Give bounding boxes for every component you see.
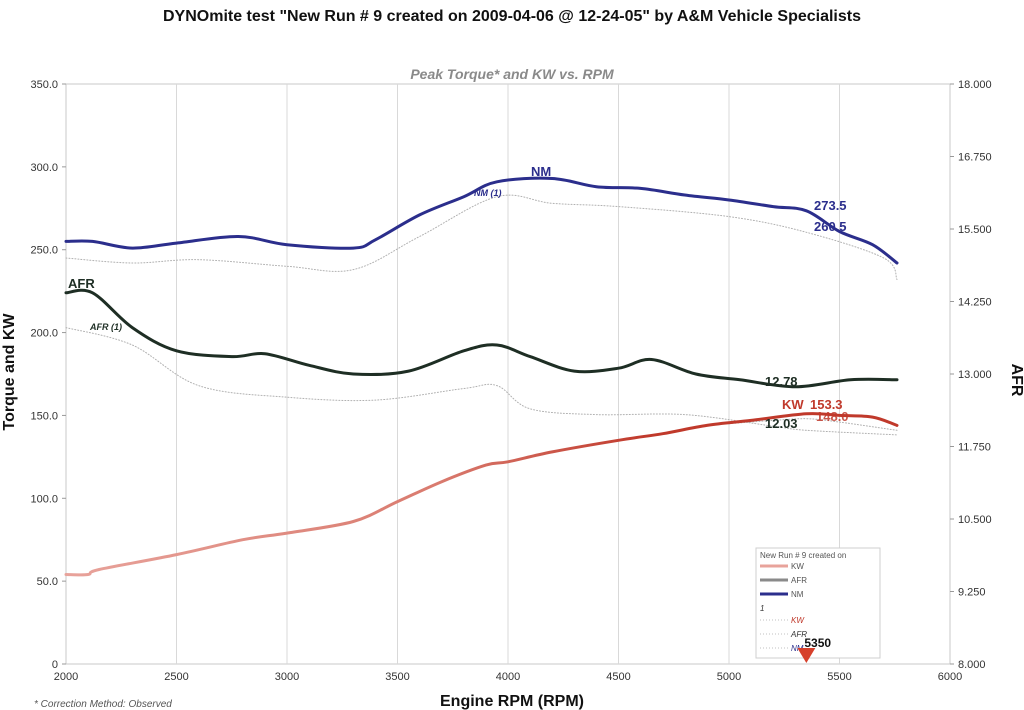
y2-tick-label: 8.000 [958, 659, 986, 671]
kw-value-label: 153.3 [810, 397, 843, 412]
x-tick-label: 3000 [275, 671, 299, 683]
y-tick-label: 50.0 [37, 576, 58, 588]
legend-afr1-label: AFR [790, 630, 807, 639]
x-tick-label: 5000 [717, 671, 741, 683]
series-layer [64, 176, 899, 577]
series-line-afr [64, 288, 899, 389]
x-tick-label: 5500 [827, 671, 851, 683]
rpm-marker-value: 5350 [804, 636, 831, 650]
correction-note: * Correction Method: Observed [34, 699, 172, 710]
nm1-value-label: 260.5 [814, 219, 847, 234]
y-tick-label: 150.0 [30, 410, 58, 422]
kw1-value-label: 148.0 [816, 409, 849, 424]
y2-axis-title: AFR [1008, 364, 1024, 397]
y-tick-label: 350.0 [30, 79, 58, 91]
y2-tick-label: 10.500 [958, 514, 992, 526]
series-line-kw [64, 412, 899, 577]
x-tick-label: 4500 [606, 671, 630, 683]
y2-axis-ticks: 8.000 9.250 10.500 11.750 13.000 14.250 15.500… [950, 79, 992, 671]
legend-afr-label: AFR [791, 576, 807, 585]
y2-tick-label: 16.750 [958, 152, 992, 164]
y2-tick-label: 18.000 [958, 79, 992, 91]
legend-group2-header: 1 [760, 604, 764, 613]
nm-value-label: 273.5 [814, 198, 847, 213]
legend: New Run # 9 created on KW AFR NM 1 KW AF… [755, 547, 881, 659]
y2-tick-label: 13.000 [958, 369, 992, 381]
x-tick-label: 4000 [496, 671, 520, 683]
x-tick-label: 2000 [54, 671, 78, 683]
y-tick-label: 0 [52, 659, 58, 671]
series-line-nm-1 [65, 194, 898, 280]
legend-header: New Run # 9 created on [760, 551, 846, 560]
rpm-marker-triangle[interactable] [797, 648, 816, 663]
x-tick-label: 2500 [164, 671, 188, 683]
series-line-afr-1 [65, 327, 898, 436]
y-tick-label: 200.0 [30, 328, 58, 340]
x-axis-title: Engine RPM (RPM) [440, 693, 584, 710]
y-tick-label: 300.0 [30, 162, 58, 174]
nm1-series-label: NM (1) [474, 188, 502, 198]
y-axis-ticks: 0 50.0 100.0 150.0 200.0 250.0 300.0 350.0 [30, 79, 66, 671]
series-line-nm [64, 176, 899, 265]
rpm-marker[interactable]: 5350 [797, 636, 831, 663]
legend-kw-label: KW [791, 562, 804, 571]
y-tick-label: 100.0 [30, 493, 58, 505]
x-tick-label: 3500 [385, 671, 409, 683]
afr-value-label: 12.78 [765, 374, 798, 389]
y2-tick-label: 11.750 [958, 442, 991, 454]
afr1-series-label: AFR (1) [89, 322, 122, 332]
y2-tick-label: 15.500 [958, 224, 992, 236]
grid-lines [176, 84, 840, 664]
series-line-kw-1 [728, 418, 898, 431]
afr1-value-label: 12.03 [765, 416, 798, 431]
legend-nm1-label: NM [791, 644, 804, 653]
legend-kw1-label: KW [791, 616, 805, 625]
y2-tick-label: 14.250 [958, 297, 992, 309]
chart-subtitle: Peak Torque* and KW vs. RPM [410, 66, 614, 82]
y-axis-title: Torque and KW [1, 313, 18, 431]
legend-nm-label: NM [791, 590, 804, 599]
x-tick-label: 6000 [938, 671, 962, 683]
afr-series-label: AFR [68, 276, 95, 291]
x-axis-ticks: 2000 2500 3000 3500 4000 4500 5000 5500 6000 [54, 671, 962, 683]
y2-tick-label: 9.250 [958, 587, 986, 599]
chart-title: DYNOmite test "New Run # 9 created on 20… [163, 8, 861, 25]
y-tick-label: 250.0 [30, 245, 58, 257]
nm-series-label: NM [531, 164, 551, 179]
kw-prefix-label: KW [782, 397, 804, 412]
